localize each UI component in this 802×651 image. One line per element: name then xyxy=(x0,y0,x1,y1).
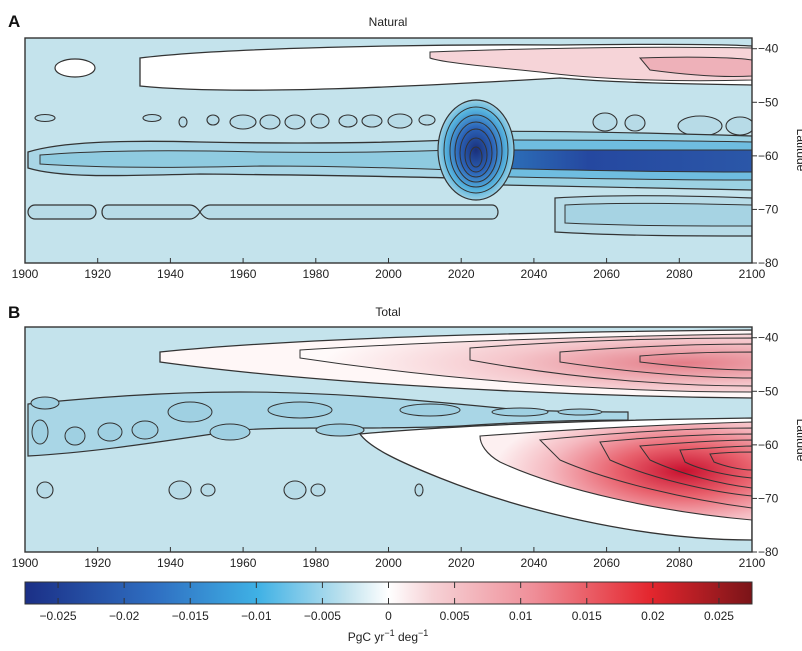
x-tick-label: 1960 xyxy=(230,267,257,281)
x-tick-label: 1920 xyxy=(84,267,111,281)
x-tick-label: 2060 xyxy=(593,556,620,570)
colorbar-tick-label: 0.025 xyxy=(704,609,734,623)
panel-natural: A Natural xyxy=(8,12,802,281)
y-tick-label: −40 xyxy=(758,42,779,56)
x-tick-label: 1920 xyxy=(84,556,111,570)
panel-a-axes: 1900 1920 1940 1960 1980 2000 2020 2040 2060 2080… xyxy=(12,42,779,281)
x-tick-label: 1980 xyxy=(302,556,329,570)
panel-b-plot-area xyxy=(25,327,752,552)
panel-a-plot-area xyxy=(25,38,752,263)
panel-a-core-contours xyxy=(443,106,509,194)
x-tick-label: 2020 xyxy=(448,556,475,570)
colorbar-tick-label: 0.01 xyxy=(509,609,533,623)
panel-b-lower-contours xyxy=(538,427,752,509)
y-tick-label: −70 xyxy=(758,491,779,505)
y-tick-label: −80 xyxy=(758,545,779,559)
panel-total: B Total xyxy=(8,303,802,570)
x-tick-label: 1960 xyxy=(230,556,257,570)
x-tick-label: 2020 xyxy=(448,267,475,281)
y-tick-label: −70 xyxy=(758,202,779,216)
panel-b-axes: 1900 1920 1940 1960 1980 2000 2020 2040 2060 2080… xyxy=(12,331,779,570)
panel-a-white-blob xyxy=(54,58,96,78)
panel-b-top-contours xyxy=(469,337,752,387)
x-tick-label: 2000 xyxy=(375,267,402,281)
x-tick-label: 2040 xyxy=(521,267,548,281)
panel-a-blob-row xyxy=(34,112,752,137)
colorbar-tick-label: −0.005 xyxy=(304,609,341,623)
panel-a-title: Natural xyxy=(369,15,408,29)
y-tick-label: −40 xyxy=(758,331,779,345)
x-tick-label: 1980 xyxy=(302,267,329,281)
x-tick-label: 2000 xyxy=(375,556,402,570)
colorbar-unit-label: PgC yr−1 deg−1 xyxy=(348,628,429,644)
y-tick-label: −50 xyxy=(758,95,779,109)
panel-a-low-band-east-inner xyxy=(564,202,752,227)
colorbar-tick-label: 0.005 xyxy=(440,609,470,623)
colorbar-tick-label: −0.025 xyxy=(40,609,77,623)
colorbar-tick-label: 0.015 xyxy=(572,609,602,623)
x-tick-label: 2080 xyxy=(666,556,693,570)
panel-a-ylabel: Latitude xyxy=(794,129,802,172)
colorbar: −0.025 −0.02 −0.015 −0.01 −0.005 0 0.005 0.01 0.… xyxy=(24,581,753,644)
x-tick-label: 2060 xyxy=(593,267,620,281)
panel-letter-b: B xyxy=(8,303,20,322)
colorbar-tick-label: −0.015 xyxy=(172,609,209,623)
y-tick-label: −80 xyxy=(758,256,779,270)
x-tick-label: 2040 xyxy=(521,556,548,570)
panel-b-top-wedge-inner xyxy=(299,333,752,393)
x-tick-label: 1940 xyxy=(157,556,184,570)
x-tick-label: 2100 xyxy=(739,556,766,570)
panel-a-low-band-mid xyxy=(101,204,499,220)
panel-b-neg-blobs xyxy=(30,396,603,446)
panel-a-neg-band-east-core xyxy=(479,149,752,173)
x-tick-label: 2100 xyxy=(739,267,766,281)
colorbar-ticks: −0.025 −0.02 −0.015 −0.01 −0.005 0 0.005 0.01 0.… xyxy=(40,582,734,623)
x-tick-label: 1900 xyxy=(12,267,39,281)
panel-a-low-blob-west xyxy=(27,204,97,220)
panel-b-lower-red xyxy=(479,421,752,521)
panel-a-positive-core xyxy=(638,56,752,78)
x-tick-label: 1900 xyxy=(12,556,39,570)
colorbar-tick-label: 0.02 xyxy=(641,609,665,623)
x-tick-label: 2080 xyxy=(666,267,693,281)
y-tick-label: −60 xyxy=(758,438,779,452)
panel-b-low-blobs xyxy=(36,480,424,500)
panel-b-title: Total xyxy=(375,305,400,319)
panel-b-ylabel: Latitude xyxy=(794,419,802,462)
y-tick-label: −50 xyxy=(758,384,779,398)
x-tick-label: 1940 xyxy=(157,267,184,281)
colorbar-tick-label: 0 xyxy=(385,609,392,623)
y-tick-label: −60 xyxy=(758,149,779,163)
colorbar-tick-label: −0.01 xyxy=(241,609,272,623)
panel-letter-a: A xyxy=(8,12,20,31)
colorbar-tick-label: −0.02 xyxy=(109,609,140,623)
